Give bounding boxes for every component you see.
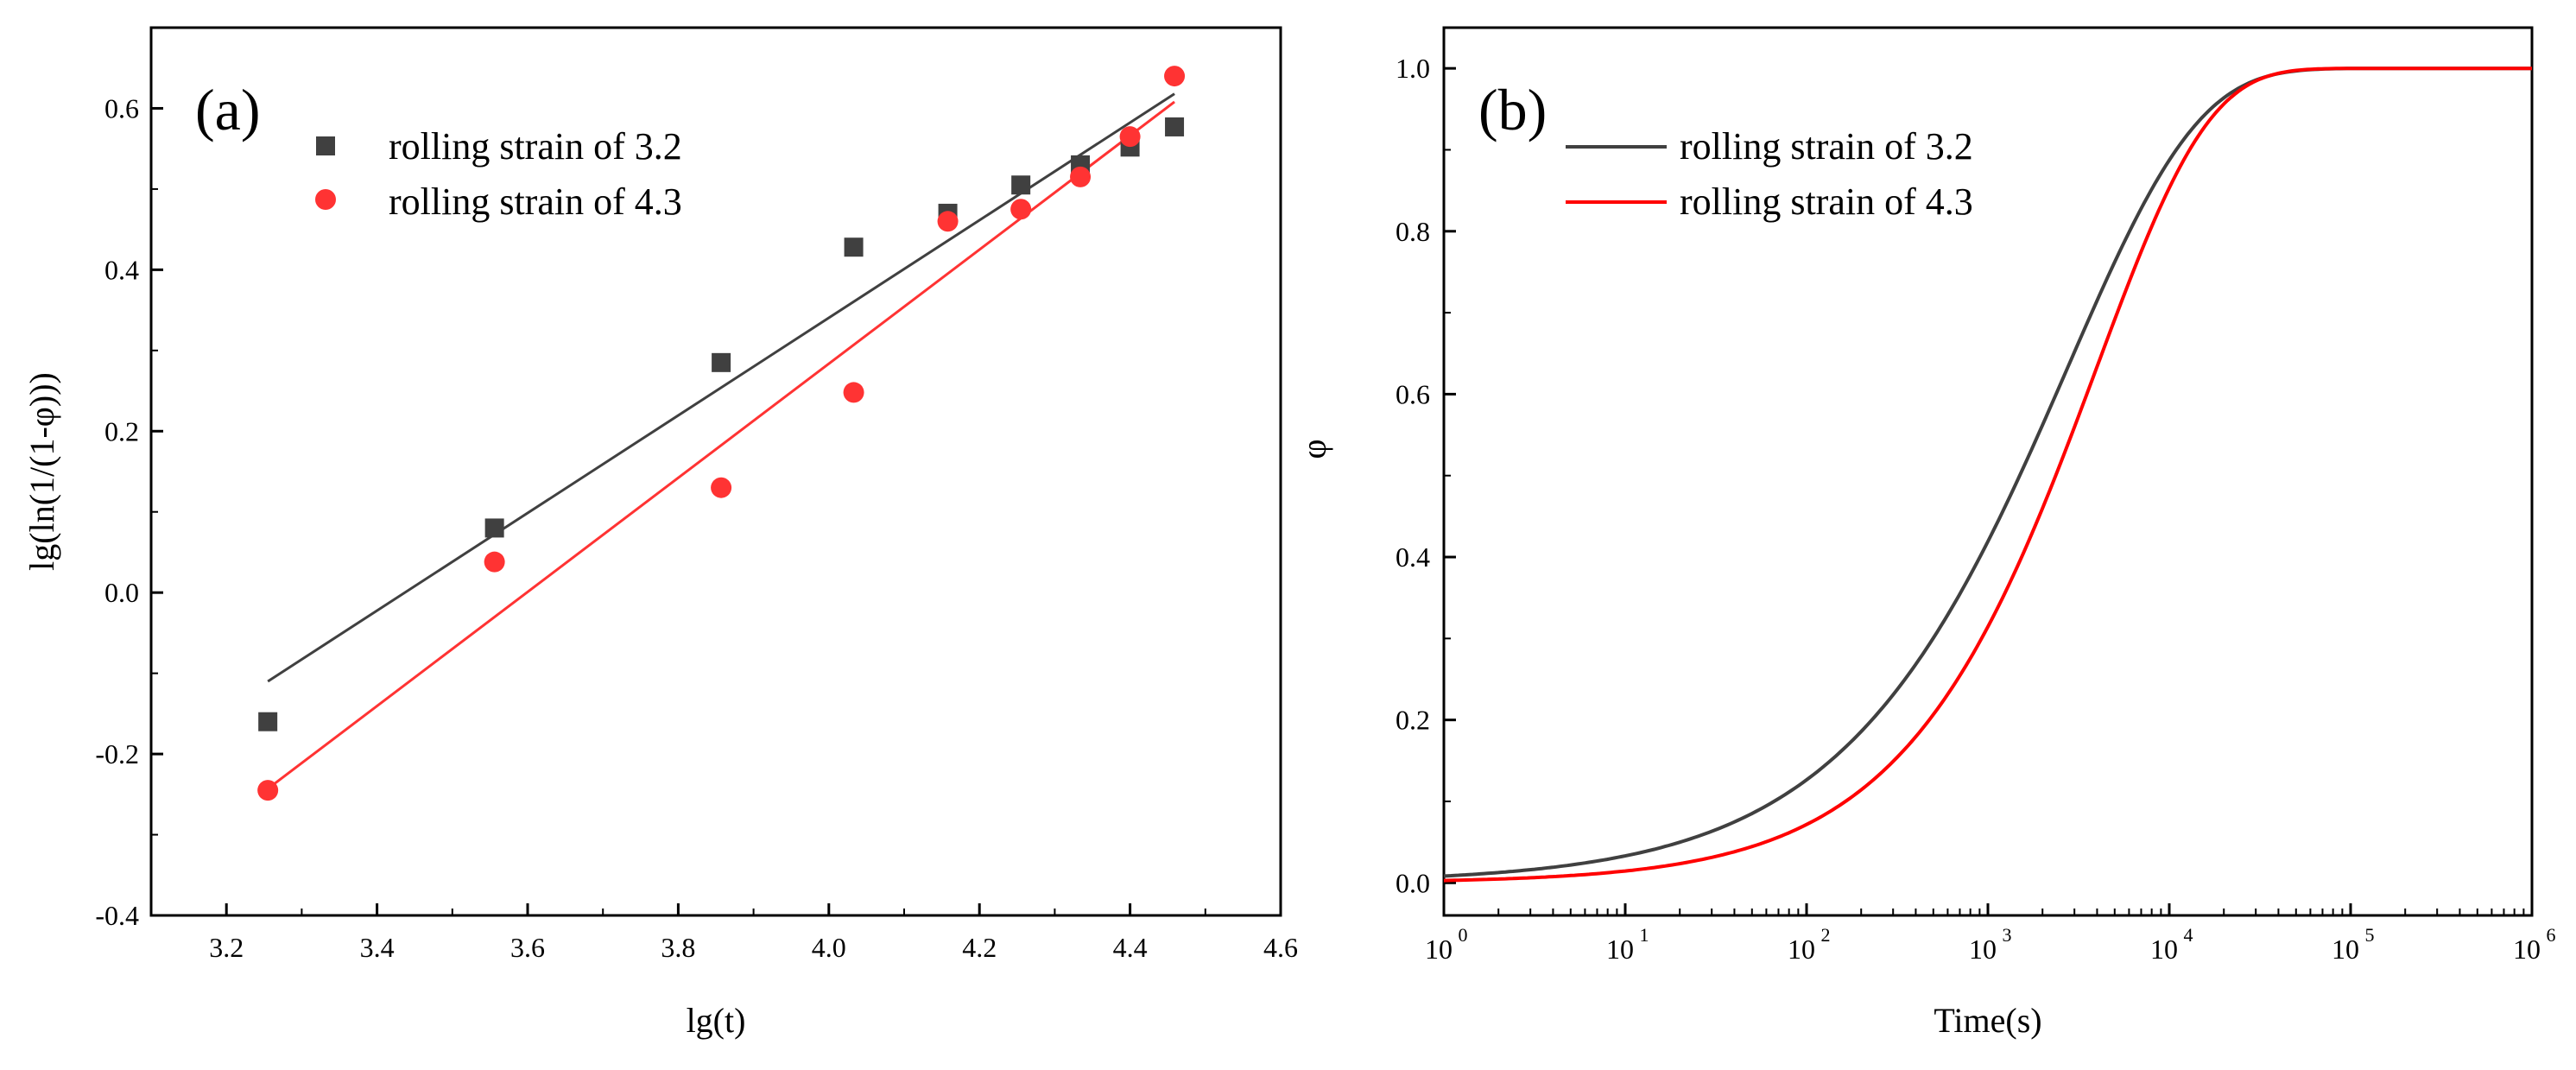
legend-a-label-1: rolling strain of 3.2 <box>389 125 682 168</box>
panel-a-point-series-2 <box>1070 166 1092 187</box>
panel-b: 10 0 10 1 10 2 10 3 10 4 10 5 10 60.00.20.40.60.81.0 … <box>1294 26 2556 1040</box>
panel-a-x-tick-label: 3.4 <box>360 932 395 963</box>
panel-a-y-tick-label: -0.4 <box>95 900 139 931</box>
panel-b-x-tick-label: 10 <box>1969 934 1997 965</box>
panel-b-curve-2 <box>1443 66 2532 883</box>
panel-b-y-tick-label: 0.4 <box>1396 541 1430 573</box>
panel-a-point-series-2 <box>1164 66 1186 87</box>
panel-a-point-series-1 <box>712 352 731 372</box>
panel-a-point-series-2 <box>937 211 959 232</box>
panel-a-x-tick-label: 4.2 <box>962 932 997 963</box>
panel-a-x-tick-label: 4.6 <box>1263 932 1298 963</box>
legend-a-marker-2 <box>315 189 336 210</box>
panel-b-x-tick-label: 10 <box>2150 934 2178 965</box>
panel-a-label: (a) <box>195 77 260 142</box>
panel-a-point-series-1 <box>1165 117 1185 136</box>
panel-b-x-tick-exponent: 5 <box>2365 924 2375 946</box>
panel-b-x-tick-label: 10 <box>2513 934 2541 965</box>
panel-b-x-tick-exponent: 2 <box>1821 924 1831 946</box>
panel-a-y-tick-label: 0.4 <box>104 254 139 285</box>
panel-b-curve-1 <box>1443 66 2532 878</box>
panel-a-frame <box>149 26 1282 917</box>
panel-b-x-tick-label: 10 <box>2332 934 2359 965</box>
panel-a-y-tick-label: 0.6 <box>104 92 139 123</box>
panel-a-y-tick-label: -0.2 <box>95 738 139 769</box>
panel-b-y-tick-label: 0.6 <box>1396 378 1430 409</box>
panel-a-y-axis-title: lg(ln(1/(1-φ))) <box>22 372 61 571</box>
panel-a-point-series-2 <box>711 477 732 498</box>
panel-a-point-series-1 <box>1011 175 1031 195</box>
panel-b-x-tick-label: 10 <box>1606 934 1634 965</box>
panel-b-y-tick-label: 0.2 <box>1396 705 1430 736</box>
panel-a-point-series-2 <box>843 382 864 403</box>
panel-b-y-tick-label: 1.0 <box>1396 53 1430 84</box>
legend-b-label-2: rolling strain of 4.3 <box>1680 180 1973 223</box>
legend-a-marker-1 <box>316 136 335 155</box>
panel-b-x-tick-label: 10 <box>1788 934 1815 965</box>
panel-b-ticks: 10 0 10 1 10 2 10 3 10 4 10 5 10 6 0.0 0.2 0.4 0.6 0.8 1.0 <box>1396 53 2556 965</box>
panel-b-x-tick-exponent: 0 <box>1459 924 1468 946</box>
panel-a-point-series-1 <box>484 518 504 538</box>
panel-a-x-tick-label: 3.6 <box>510 932 545 963</box>
panel-a-x-tick-label: 3.8 <box>661 932 695 963</box>
panel-b-frame <box>1442 26 2534 917</box>
panel-a-point-series-2 <box>257 780 279 801</box>
panel-b-y-tick-label: 0.0 <box>1396 867 1430 898</box>
panel-b-x-tick-exponent: 4 <box>2184 924 2193 946</box>
panel-b-x-axis-title: Time(s) <box>1934 1001 2041 1040</box>
panel-b-y-tick-label: 0.8 <box>1396 216 1430 247</box>
panel-a-point-series-1 <box>844 237 864 257</box>
panel-b-x-tick-exponent: 1 <box>1640 924 1649 946</box>
panel-a-point-series-1 <box>258 712 278 731</box>
legend-b-label-1: rolling strain of 3.2 <box>1680 125 1973 168</box>
panel-a-y-tick-label: 0.0 <box>104 577 139 608</box>
panel-b-curves <box>1443 66 2532 883</box>
panel-a-x-axis-title: lg(t) <box>687 1001 746 1040</box>
panel-a-legend: rolling strain of 3.2 rolling strain of … <box>315 125 682 223</box>
panel-b-label: (b) <box>1478 77 1547 142</box>
panel-a-x-tick-label: 3.2 <box>209 932 244 963</box>
panel-a-y-tick-label: 0.2 <box>104 415 139 446</box>
panel-a-x-tick-label: 4.0 <box>812 932 846 963</box>
panel-b-y-axis-title: φ <box>1294 439 1333 459</box>
panel-a-point-series-2 <box>484 551 505 573</box>
panel-a: 3.2 3.4 3.6 3.8 4.0 4.2 4.4 4.6 -0.4 -0.2 0.0 0.2 0.… <box>22 26 1298 1040</box>
panel-a-x-tick-label: 4.4 <box>1113 932 1148 963</box>
panel-b-legend: rolling strain of 3.2 rolling strain of … <box>1566 125 1973 223</box>
panel-b-x-tick-label: 10 <box>1425 934 1453 965</box>
panel-b-x-tick-exponent: 3 <box>2003 924 2012 946</box>
panel-a-point-series-2 <box>1119 126 1141 148</box>
panel-b-x-tick-exponent: 6 <box>2547 924 2556 946</box>
legend-a-label-2: rolling strain of 4.3 <box>389 180 682 223</box>
panel-a-ticks: 3.2 3.4 3.6 3.8 4.0 4.2 4.4 4.6 -0.4 -0.2 0.0 0.2 0.… <box>95 92 1298 963</box>
panel-a-points <box>257 66 1186 801</box>
panel-a-point-series-2 <box>1010 199 1032 220</box>
